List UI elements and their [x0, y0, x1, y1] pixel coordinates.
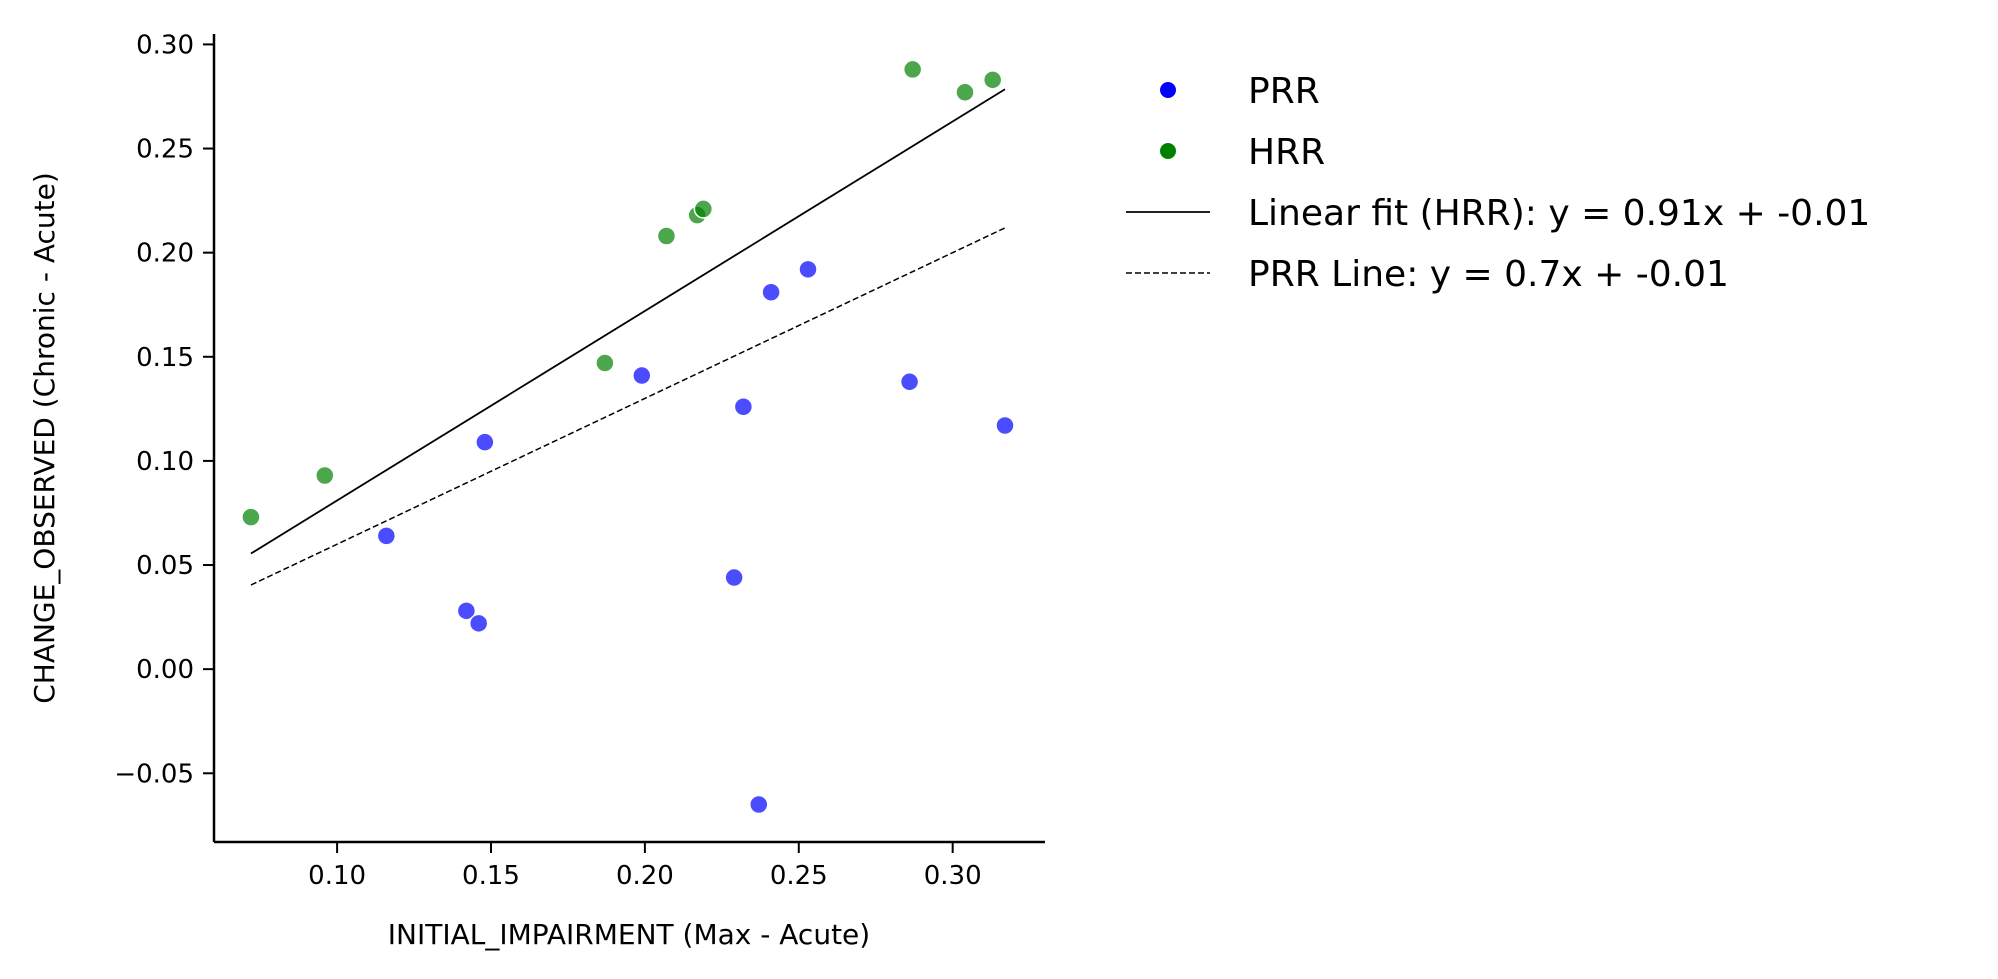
legend: PRR HRR Linear fit (HRR): y = 0.91x + -0.0… — [1126, 71, 1870, 295]
x-tick-label: 0.20 — [616, 861, 674, 891]
y-tick-label: 0.00 — [136, 655, 194, 685]
y-ticks: −0.05 0.00 0.05 0.10 0.15 0.20 0.25 0.30 — [114, 30, 214, 789]
axes — [212, 34, 1045, 844]
prr-point — [632, 365, 652, 386]
x-tick-label: 0.15 — [462, 861, 520, 891]
prr-line-legend-label: PRR Line: y = 0.7x + -0.01 — [1248, 254, 1729, 295]
prr-line — [250, 227, 1006, 586]
scatter-points — [241, 59, 1015, 815]
prr-point — [724, 567, 744, 588]
prr-legend-label: PRR — [1248, 71, 1320, 112]
prr-point — [456, 601, 477, 621]
x-tick-label: 0.10 — [308, 861, 366, 891]
x-tick-label: 0.30 — [924, 861, 982, 891]
prr-point — [761, 282, 781, 302]
hrr-point — [315, 465, 335, 486]
hrr-point — [241, 507, 261, 527]
prr-point — [468, 613, 489, 634]
linear-fit-legend-label: Linear fit (HRR): y = 0.91x + -0.01 — [1248, 193, 1870, 234]
prr-point — [475, 432, 495, 452]
hrr-point — [693, 199, 714, 219]
hrr-point — [902, 59, 923, 80]
prr-point — [749, 794, 769, 815]
prr-point — [899, 372, 920, 392]
hrr-point — [982, 70, 1003, 90]
fit-lines — [250, 88, 1006, 586]
y-tick-label: 0.25 — [136, 135, 194, 165]
hrr-legend-marker — [1160, 143, 1176, 159]
y-axis-label: CHANGE_OBSERVED (Chronic - Acute) — [28, 172, 61, 704]
y-tick-label: 0.20 — [136, 239, 194, 269]
y-tick-label: 0.30 — [136, 30, 194, 60]
hrr-point — [595, 353, 615, 373]
x-tick-label: 0.25 — [770, 861, 828, 891]
x-axis-label: INITIAL_IMPAIRMENT (Max - Acute) — [388, 918, 870, 951]
x-ticks: 0.10 0.15 0.20 0.25 0.30 — [308, 842, 982, 891]
y-tick-label: 0.10 — [136, 447, 194, 477]
prr-legend-marker — [1160, 82, 1176, 98]
y-tick-label: 0.15 — [136, 343, 194, 373]
prr-point — [798, 259, 818, 280]
prr-point — [733, 397, 754, 417]
linear-fit-line — [250, 88, 1006, 555]
y-tick-label: 0.05 — [136, 551, 194, 581]
hrr-legend-label: HRR — [1248, 132, 1325, 173]
hrr-point — [955, 82, 975, 103]
prr-point — [376, 526, 397, 546]
prr-point — [995, 415, 1015, 436]
hrr-point — [656, 226, 677, 246]
y-tick-label: −0.05 — [114, 759, 194, 789]
